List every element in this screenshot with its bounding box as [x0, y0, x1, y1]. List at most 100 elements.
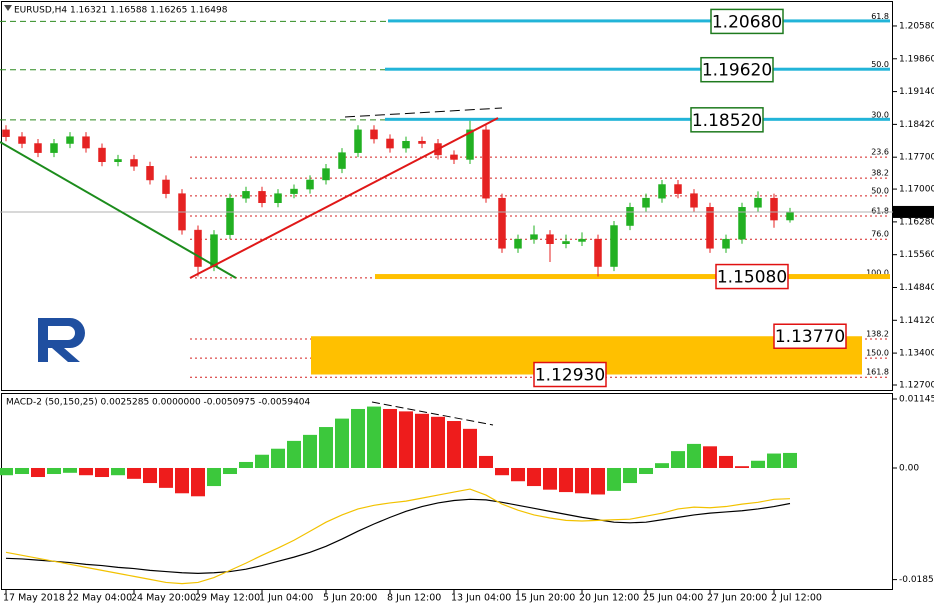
candle-body	[626, 207, 634, 226]
fib-label: 61.8	[871, 12, 889, 21]
title-icon	[4, 5, 12, 11]
candle-body	[194, 229, 202, 267]
candle-body	[754, 197, 762, 208]
candle-body	[82, 136, 90, 149]
y-tick-label: 1.14840	[899, 283, 934, 293]
current-price-label: 1.16498	[897, 207, 934, 217]
macd-bar	[63, 467, 77, 473]
macd-bar	[655, 463, 669, 468]
candle-body	[642, 197, 650, 208]
macd-bar	[351, 408, 365, 468]
macd-bar	[495, 467, 509, 476]
macd-bar	[671, 451, 685, 468]
price-panel	[1, 1, 893, 391]
x-tick-label: 24 May 20:00	[131, 593, 196, 604]
target-box	[700, 56, 774, 83]
target-box	[710, 8, 784, 35]
candle-body	[290, 188, 298, 194]
target-box	[773, 323, 847, 349]
macd-bar	[239, 461, 253, 468]
candle-body	[274, 193, 282, 203]
macd-bar	[127, 467, 141, 479]
candle-body	[514, 238, 522, 249]
macd-bar	[783, 452, 797, 468]
target-label: 1.20680	[712, 12, 782, 32]
y-tick-label: 1.17700	[899, 153, 934, 163]
macd-bar	[143, 467, 157, 484]
macd-bar	[431, 416, 445, 468]
candle-body	[418, 140, 426, 144]
y-tick-label: 1.12700	[899, 380, 934, 390]
y-tick-label: 1.16280	[899, 217, 934, 227]
x-tick-label: 8 Jun 12:00	[387, 593, 441, 604]
macd-bar	[735, 466, 749, 468]
macd-bar	[447, 421, 461, 468]
candle-body	[482, 129, 490, 199]
macd-bar	[111, 467, 125, 476]
y-tick-label: 1.20580	[899, 21, 934, 31]
candle-body	[322, 168, 330, 181]
y-tick-label: 1.15560	[899, 250, 934, 260]
candle-body	[34, 143, 42, 153]
logo	[38, 318, 85, 362]
x-tick-label: 25 Jun 04:00	[643, 593, 703, 604]
candle-body	[258, 191, 266, 203]
macd-bar	[623, 467, 637, 484]
candle-body	[658, 184, 666, 199]
candle-body	[354, 129, 362, 153]
macd-bar	[15, 467, 29, 475]
macd-bar	[319, 427, 333, 468]
macd-bar	[383, 408, 397, 468]
target-label: 1.12930	[535, 366, 605, 386]
fib-label: 50.0	[871, 186, 889, 195]
candle-body	[242, 191, 250, 199]
macd-bar	[639, 467, 653, 475]
candle-body	[674, 184, 682, 194]
candle-body	[370, 129, 378, 140]
candle-body	[306, 179, 314, 190]
target-band	[375, 274, 890, 280]
candle-body	[98, 147, 106, 162]
candle-body	[66, 136, 74, 144]
fib-label: 76.0	[871, 230, 889, 239]
target-label: 1.13770	[775, 327, 845, 347]
fib-label: 61.8	[871, 206, 889, 215]
y-tick-label: 1.18420	[899, 120, 934, 130]
y-tick-label: -0.018533	[899, 575, 934, 585]
candle-body	[706, 207, 714, 249]
candle-body	[114, 159, 122, 162]
macd-bar	[687, 443, 701, 468]
candle-body	[562, 241, 570, 245]
fib-label: 30.0	[871, 110, 889, 119]
macd-bar	[559, 467, 573, 493]
candle-body	[338, 152, 346, 169]
x-tick-label: 2 Jul 12:00	[771, 593, 822, 604]
macd-bar	[367, 406, 381, 468]
target-box	[690, 107, 764, 133]
fib-label: 138.2	[866, 329, 889, 338]
x-tick-label: 27 Jun 20:00	[707, 593, 767, 604]
candle-body	[578, 238, 586, 242]
x-tick-label: 5 Jun 20:00	[323, 593, 377, 604]
x-tick-label: 22 May 04:00	[67, 593, 132, 604]
macd-bar	[511, 467, 525, 482]
candle-body	[402, 140, 410, 149]
macd-bar	[95, 467, 109, 478]
target-label: 1.19620	[702, 61, 772, 81]
x-tick-label: 13 Jun 04:00	[451, 593, 511, 604]
target-label: 1.15080	[717, 268, 787, 288]
macd-bar	[527, 467, 541, 487]
macd-bar	[191, 467, 205, 497]
candle-body	[610, 225, 618, 267]
macd-bar	[479, 455, 493, 468]
x-tick-label: 17 May 2018	[3, 593, 65, 604]
macd-bar	[223, 467, 237, 475]
candle-body	[210, 234, 218, 267]
y-tick-label: 0.00	[899, 463, 919, 473]
fib-label: 23.6	[871, 148, 889, 157]
target-line	[388, 19, 890, 23]
macd-bar	[271, 448, 285, 468]
macd-bar	[335, 418, 349, 468]
candle-body	[386, 138, 394, 149]
macd-bar	[543, 467, 557, 490]
